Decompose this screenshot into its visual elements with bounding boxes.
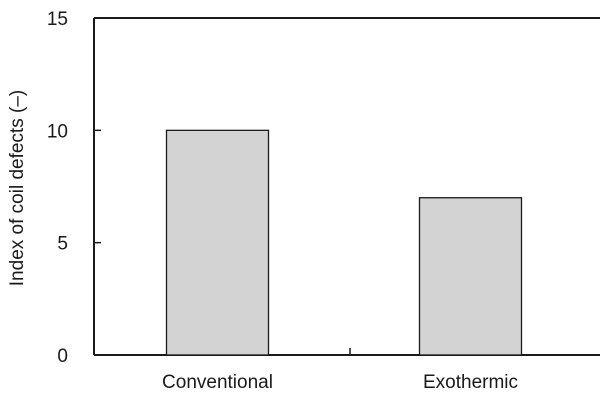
y-axis-label: Index of coil defects (–) [7,90,28,286]
y-tick-label: 0 [57,346,68,367]
y-tick-label: 10 [47,121,68,142]
bars-group [165,129,523,356]
x-axis-ticks: Conventional Exothermic [162,348,518,393]
bar-conventional [165,129,270,356]
y-tick-label: 15 [47,9,68,30]
y-tick-label: 5 [57,234,68,255]
x-tick-label: Exothermic [423,372,518,393]
bar-exothermic [418,197,523,356]
x-tick-label: Conventional [162,372,273,393]
y-axis-ticks: 0 5 10 15 [47,9,101,367]
